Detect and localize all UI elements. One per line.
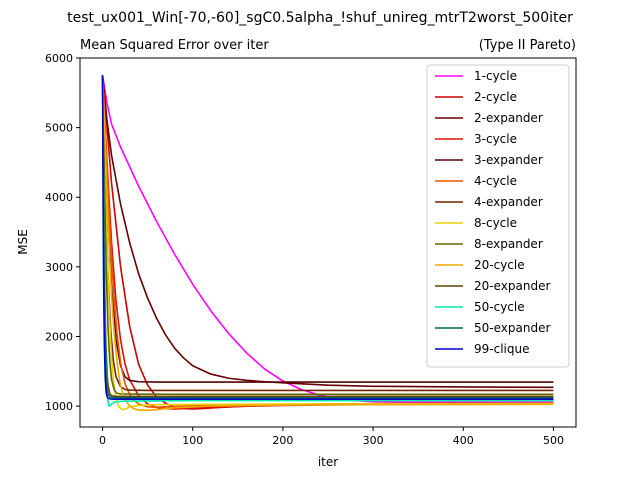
y-axis-label: MSE [16,229,30,255]
legend-label: 50-expander [474,321,550,335]
x-tick-label: 0 [99,434,106,447]
plot-lines [101,75,554,412]
y-tick-label: 5000 [45,122,73,135]
legend-label: 99-clique [474,342,529,356]
series-line-20-cycle [101,75,554,412]
x-tick-label: 400 [453,434,474,447]
series-line-8-expander [101,75,554,396]
y-tick-label: 4000 [45,191,73,204]
series-line-99-clique [101,75,554,400]
x-axis-label: iter [318,455,338,469]
legend-label: 8-expander [474,237,543,251]
legend-label: 50-cycle [474,300,525,314]
legend-label: 20-expander [474,279,550,293]
figure-suptitle: test_ux001_Win[-70,-60]_sgC0.5alpha_!shu… [67,10,573,26]
legend-box [426,64,570,368]
x-tick-label: 300 [363,434,384,447]
legend-label: 8-cycle [474,216,517,230]
y-tick-label: 3000 [45,261,73,274]
axes-frame [79,57,577,428]
legend-label: 2-expander [474,111,543,125]
chart-title: Mean Squared Error over iter [80,38,269,53]
y-tick-label: 6000 [45,52,73,65]
y-tick-label: 2000 [45,330,73,343]
y-tick-label: 1000 [45,400,73,413]
legend-label: 2-cycle [474,90,517,104]
x-axis: 0 100 200 300 400 500 [99,427,564,447]
x-tick-label: 200 [272,434,293,447]
chart-title-right: (Type II Pareto) [479,38,576,53]
legend-label: 4-cycle [474,174,517,188]
legend-label: 20-cycle [474,258,525,272]
legend-label: 3-expander [474,153,543,167]
legend-label: 1-cycle [474,69,517,83]
x-tick-label: 500 [543,434,564,447]
x-tick-label: 100 [182,434,203,447]
legend: 1-cycle 2-cycle 2-expander 3-cycle 3-expande… [426,64,570,368]
legend-label: 3-cycle [474,132,517,146]
y-axis: 1000 2000 3000 4000 5000 6000 [45,52,80,413]
legend-label: 4-expander [474,195,543,209]
series-line-2-expander [101,75,554,389]
series-line-8-cycle [101,75,554,411]
